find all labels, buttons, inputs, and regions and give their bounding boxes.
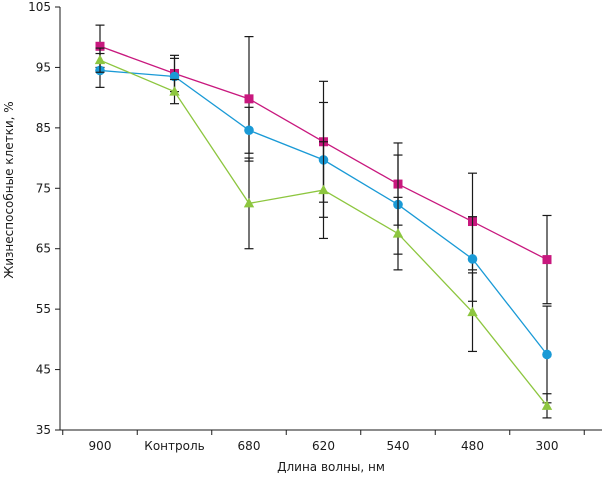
y-tick-label: 85: [36, 121, 51, 135]
y-tick-label: 95: [36, 60, 51, 74]
plot-area: [94, 24, 553, 419]
data-point-triangle: [541, 400, 553, 410]
x-tick-label: 300: [536, 439, 559, 453]
y-tick-label: 65: [36, 242, 51, 256]
x-tick-label: 540: [387, 439, 410, 453]
y-axis-label: Жизнеспособные клетки, %: [2, 101, 16, 278]
data-point-triangle: [243, 197, 255, 208]
y-tick-label: 105: [28, 0, 51, 14]
x-tick-label: 620: [312, 439, 335, 453]
data-point-square: [542, 255, 552, 265]
data-point-square: [95, 41, 105, 51]
x-axis-ticks: 900 Контроль 680 620 540 480 300: [62, 430, 585, 453]
data-point-circle: [542, 349, 552, 360]
x-tick-label: 480: [461, 439, 484, 453]
data-point-triangle: [467, 306, 478, 317]
data-point-triangle: [169, 86, 180, 96]
data-point-triangle: [318, 184, 329, 195]
y-axis-ticks: 35 45 55 65 75 85 95 105: [28, 0, 60, 437]
x-tick-label: 680: [238, 439, 261, 453]
data-point-circle: [169, 71, 180, 82]
y-tick-label: 35: [36, 423, 51, 437]
data-point-circle: [467, 254, 478, 264]
data-point-triangle: [94, 54, 106, 65]
data-point-circle: [244, 125, 254, 136]
y-tick-label: 75: [36, 181, 51, 195]
data-point-square: [244, 94, 254, 104]
x-axis-label: Длина волны, нм: [277, 460, 385, 474]
x-tick-label: Контроль: [144, 439, 204, 453]
y-tick-label: 55: [36, 302, 51, 316]
data-point-triangle: [392, 228, 404, 238]
series-green-triangles: [94, 47, 553, 419]
x-tick-label: 900: [89, 439, 112, 453]
y-tick-label: 45: [36, 363, 51, 377]
